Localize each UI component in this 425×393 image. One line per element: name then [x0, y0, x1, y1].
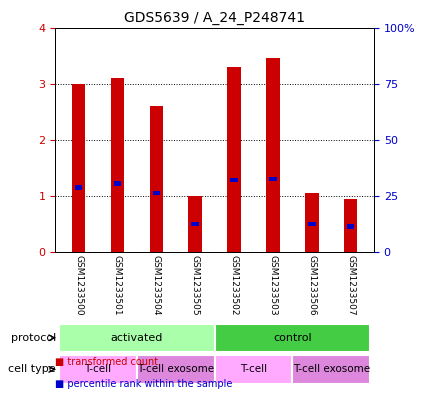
Title: GDS5639 / A_24_P248741: GDS5639 / A_24_P248741: [124, 11, 305, 25]
Text: T-cell: T-cell: [240, 364, 267, 375]
FancyBboxPatch shape: [137, 355, 215, 384]
Text: GSM1233507: GSM1233507: [346, 255, 355, 316]
Bar: [305, 193, 319, 252]
Bar: [230, 178, 238, 182]
Bar: [150, 106, 163, 252]
FancyBboxPatch shape: [215, 355, 292, 384]
Bar: [308, 222, 315, 226]
Bar: [153, 191, 160, 195]
Text: GSM1233503: GSM1233503: [269, 255, 278, 316]
Text: ■ transformed count: ■ transformed count: [55, 358, 159, 367]
Bar: [344, 198, 357, 252]
FancyBboxPatch shape: [292, 355, 370, 384]
FancyBboxPatch shape: [215, 323, 370, 352]
FancyBboxPatch shape: [59, 355, 137, 384]
Text: GSM1233506: GSM1233506: [307, 255, 316, 316]
Text: control: control: [273, 333, 312, 343]
Bar: [269, 177, 277, 181]
Bar: [188, 196, 202, 252]
Bar: [347, 224, 354, 229]
Text: GSM1233505: GSM1233505: [191, 255, 200, 316]
FancyBboxPatch shape: [59, 323, 215, 352]
Bar: [110, 78, 124, 252]
Text: cell type: cell type: [8, 364, 56, 375]
Bar: [266, 59, 280, 252]
Text: T-cell exosome: T-cell exosome: [137, 364, 214, 375]
Bar: [114, 181, 121, 186]
Text: T-cell exosome: T-cell exosome: [293, 364, 370, 375]
Text: GSM1233502: GSM1233502: [230, 255, 238, 316]
Bar: [72, 84, 85, 252]
Text: protocol: protocol: [11, 333, 56, 343]
Text: GSM1233500: GSM1233500: [74, 255, 83, 316]
Text: GSM1233501: GSM1233501: [113, 255, 122, 316]
Bar: [191, 222, 199, 226]
Text: activated: activated: [110, 333, 163, 343]
Text: GSM1233504: GSM1233504: [152, 255, 161, 316]
Bar: [75, 185, 82, 190]
Text: ■ percentile rank within the sample: ■ percentile rank within the sample: [55, 379, 232, 389]
Bar: [227, 67, 241, 252]
Text: T-cell: T-cell: [85, 364, 112, 375]
